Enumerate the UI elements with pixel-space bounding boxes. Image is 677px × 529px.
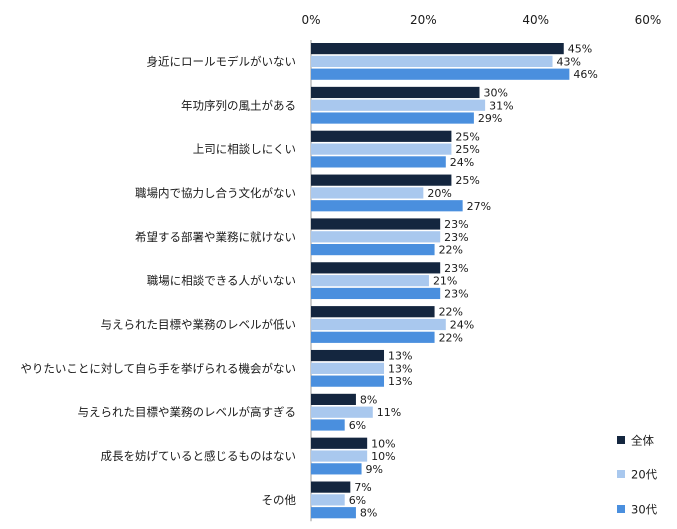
bar (311, 112, 474, 124)
category-label: やりたいことに対して自ら手を挙げられる機会がない (20, 361, 296, 375)
bar (311, 43, 564, 55)
bar (311, 218, 441, 230)
bar (311, 130, 452, 142)
data-label: 31% (489, 99, 513, 112)
bar (311, 86, 480, 99)
bar (311, 331, 435, 343)
bar (311, 362, 385, 374)
bar (311, 463, 362, 475)
data-label: 8% (360, 507, 377, 520)
legend-swatch (617, 470, 625, 478)
bar (311, 481, 351, 493)
legend: 全体 20代 30代 (617, 434, 658, 517)
bar (311, 55, 553, 67)
data-label: 6% (349, 419, 366, 432)
data-label: 22% (439, 331, 463, 344)
data-label: 20% (427, 187, 451, 200)
bar (311, 187, 424, 199)
bar (311, 375, 385, 387)
data-label: 13% (388, 362, 412, 375)
bar (311, 244, 435, 256)
category-label: 身近にロールモデルがいない (147, 54, 297, 68)
bar (311, 318, 446, 331)
category-label: 職場に相談できる人がいない (147, 274, 296, 288)
category-labels: 身近にロールモデルがいない年功序列の風土がある上司に相談しにくい職場内で協力し合… (20, 54, 297, 507)
bar (311, 507, 356, 519)
bar (311, 262, 441, 274)
data-label: 24% (450, 319, 474, 332)
bar (311, 68, 570, 80)
x-tick-label: 60% (635, 13, 662, 27)
data-label: 7% (354, 481, 371, 494)
bar (311, 174, 452, 186)
category-label: 職場内で協力し合う文化がない (135, 186, 296, 200)
bar (311, 419, 345, 431)
data-label: 23% (444, 287, 468, 300)
category-label: 与えられた目標や業務のレベルが高すぎる (78, 405, 297, 419)
legend-label: 全体 (631, 434, 654, 448)
data-label: 30% (484, 86, 508, 99)
data-label: 13% (388, 350, 412, 363)
data-label: 11% (377, 406, 401, 419)
bar (311, 393, 356, 405)
legend-label: 20代 (631, 468, 658, 482)
bar (311, 275, 429, 287)
bar (311, 306, 435, 318)
value-labels: 45%43%46%30%31%29%25%25%24%25%20%27%23%2… (349, 43, 598, 520)
bar (311, 349, 385, 362)
data-label: 27% (467, 200, 491, 213)
data-label: 23% (444, 262, 468, 275)
bar (311, 287, 441, 300)
data-label: 24% (450, 156, 474, 169)
bar (311, 494, 345, 506)
data-label: 6% (349, 494, 366, 507)
data-label: 10% (371, 437, 395, 450)
data-label: 22% (439, 306, 463, 319)
bar (311, 200, 463, 212)
category-label: 成長を妨げていると感じるものはない (101, 449, 297, 463)
x-tick-label: 40% (522, 13, 549, 27)
category-label: 上司に相談しにくい (193, 142, 296, 156)
data-label: 21% (433, 275, 457, 288)
data-label: 8% (360, 393, 377, 406)
category-label: 希望する部署や業務に就けない (135, 230, 296, 244)
bar (311, 231, 441, 243)
legend-swatch (617, 436, 625, 444)
x-tick-label: 20% (410, 13, 437, 27)
category-label: 年功序列の風土がある (181, 98, 296, 112)
legend-label: 30代 (631, 503, 658, 517)
data-label: 23% (444, 218, 468, 231)
data-label: 22% (439, 244, 463, 257)
data-label: 10% (371, 450, 395, 463)
x-tick-label: 0% (301, 13, 320, 27)
data-label: 43% (557, 55, 581, 68)
data-label: 25% (455, 143, 479, 156)
bars (311, 43, 570, 519)
bar (311, 406, 373, 418)
bar (311, 99, 486, 111)
data-label: 25% (455, 174, 479, 187)
data-label: 23% (444, 231, 468, 244)
data-label: 25% (455, 130, 479, 143)
data-label: 29% (478, 112, 502, 125)
legend-swatch (617, 505, 625, 513)
bar (311, 143, 452, 155)
data-label: 45% (568, 43, 592, 56)
data-label: 46% (573, 68, 597, 81)
bar (311, 450, 368, 462)
category-label: その他 (262, 493, 297, 507)
data-label: 13% (388, 375, 412, 388)
category-label: 与えられた目標や業務のレベルが低い (101, 318, 297, 332)
bar (311, 156, 446, 168)
bar (311, 437, 368, 449)
data-label: 9% (366, 463, 383, 476)
x-axis-ticks: 0% 20% 40% 60% (301, 13, 661, 27)
